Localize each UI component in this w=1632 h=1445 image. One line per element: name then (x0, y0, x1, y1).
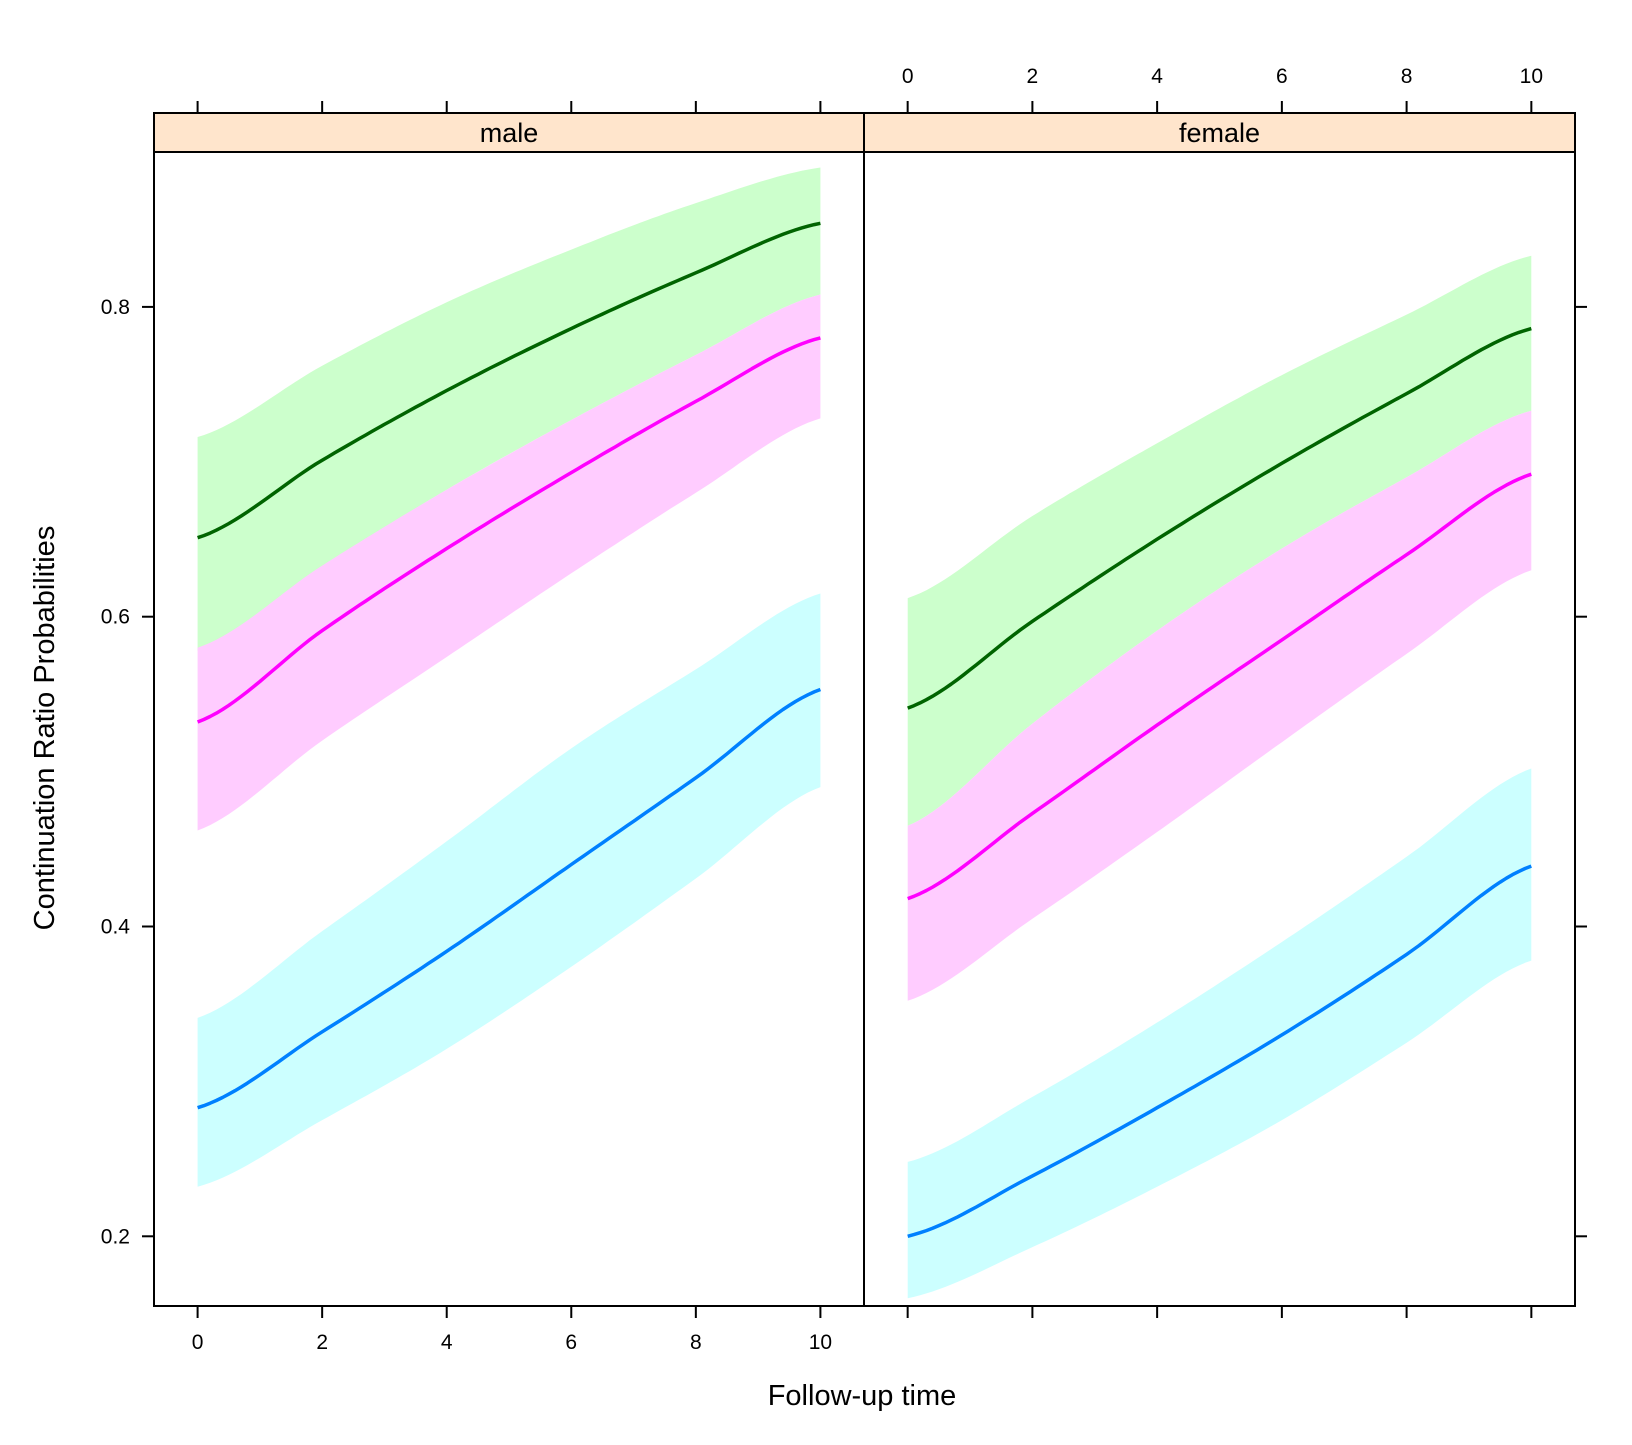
y-tick-label: 0.6 (101, 606, 130, 629)
y-axis-title: Continuation Ratio Probabilities (29, 526, 61, 931)
series-line-3 (907, 864, 1532, 1238)
x-tick-label: 0 (192, 1331, 204, 1354)
panel-male (196, 167, 822, 1187)
x-tick-label: 4 (441, 1331, 453, 1354)
x-tick-label: 8 (1401, 65, 1413, 88)
y-tick-label: 0.8 (101, 296, 130, 319)
strip-label-male: male (480, 118, 539, 148)
x-tick-label: 10 (809, 1331, 832, 1354)
x-tick-label: 8 (690, 1331, 702, 1354)
panel-border-female (863, 151, 1576, 1307)
confidence-band-1 (907, 255, 1532, 826)
x-axis-title: Follow-up time (768, 1380, 957, 1412)
x-tick-label: 6 (1276, 65, 1288, 88)
confidence-band-3 (907, 768, 1532, 1299)
strip-male (153, 112, 865, 153)
confidence-band-2 (907, 410, 1532, 1001)
series-line-1 (907, 326, 1532, 710)
y-tick-label: 0.2 (101, 1225, 130, 1248)
confidence-band-2 (197, 294, 821, 831)
x-tick-label: 2 (1027, 65, 1039, 88)
x-tick-label: 10 (1520, 65, 1543, 88)
axes-layer: male 0 2 4 6 8 10 female 0 2 4 6 8 10 0.2 0.4 0.6 0.8 (101, 65, 1587, 1354)
y-tick-label: 0.4 (101, 915, 131, 938)
x-tick-label: 0 (902, 65, 914, 88)
confidence-band-3 (197, 593, 821, 1187)
panels-layer (196, 167, 1532, 1299)
strip-label-female: female (1179, 118, 1260, 148)
panel-female (907, 255, 1532, 1299)
x-tick-label: 6 (565, 1331, 577, 1354)
series-line-1 (197, 221, 821, 540)
x-tick-label: 2 (316, 1331, 328, 1354)
series-line-3 (197, 687, 822, 1110)
x-tick-label: 4 (1151, 65, 1163, 88)
series-line-2 (196, 336, 821, 724)
series-line-2 (907, 472, 1532, 901)
confidence-band-1 (197, 167, 821, 651)
strip-female (863, 112, 1576, 153)
